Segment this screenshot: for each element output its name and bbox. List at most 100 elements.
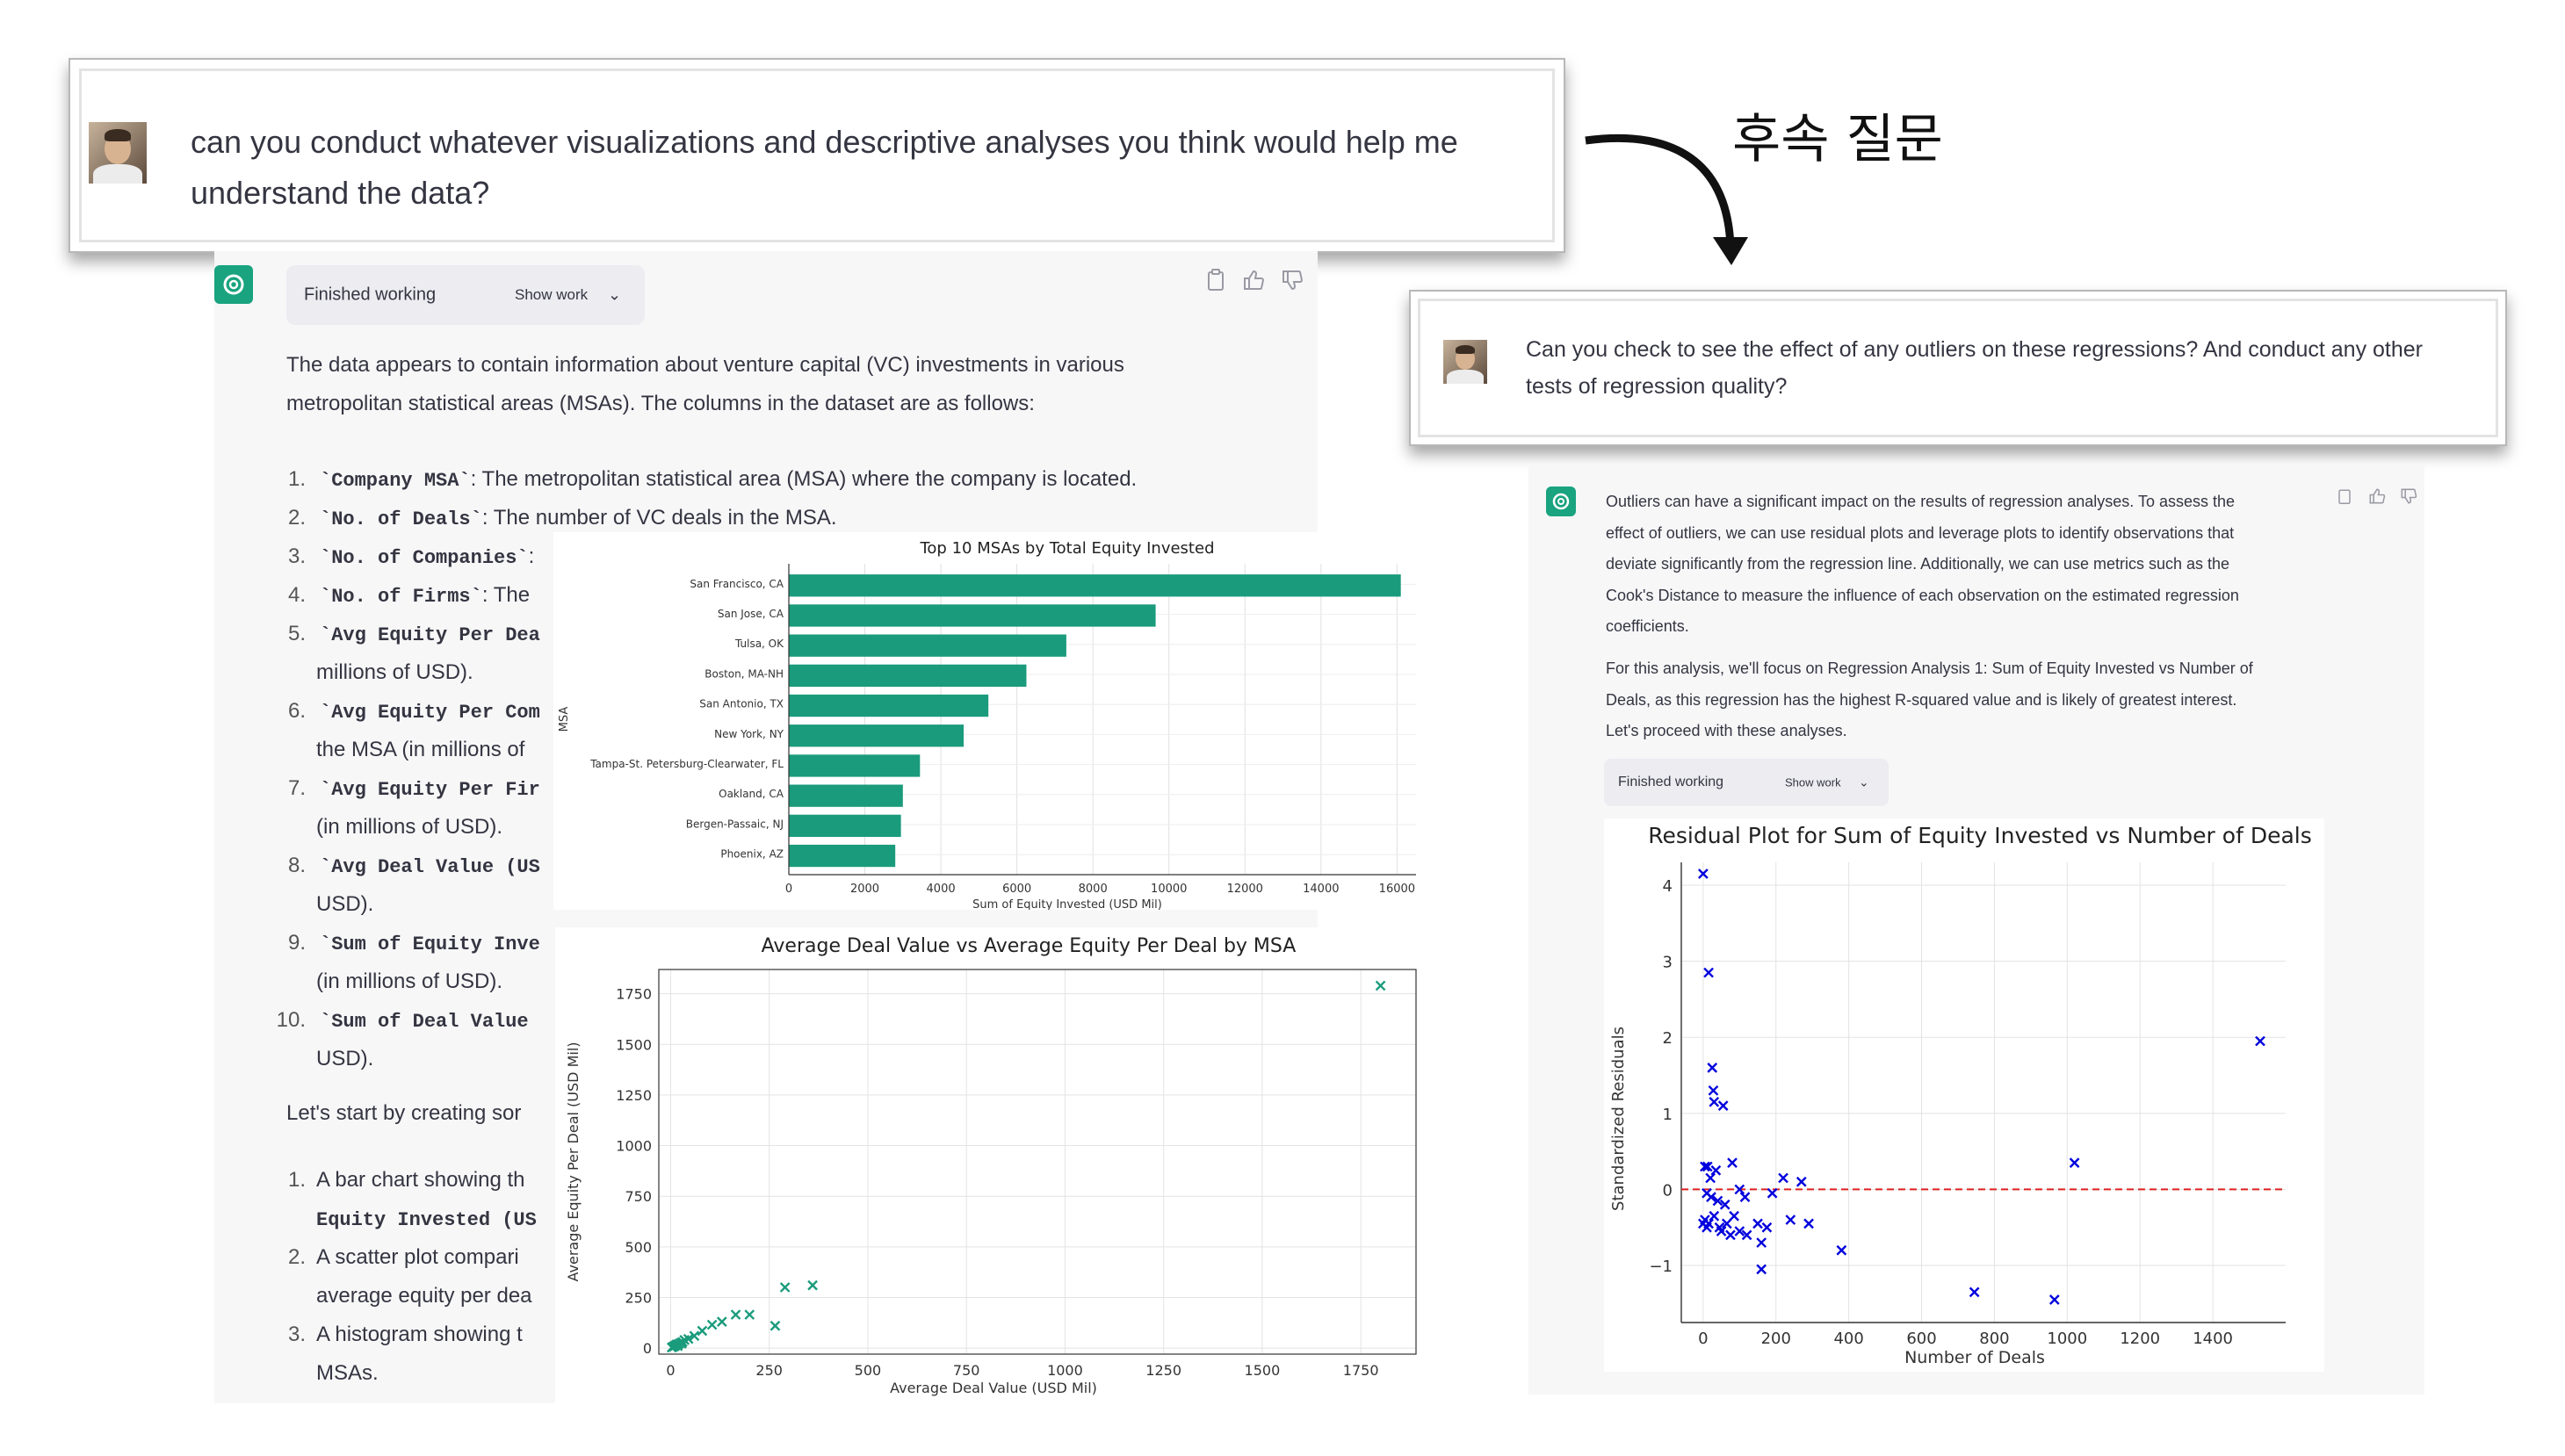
left-columns-list: 1. `Company MSA`: The metropolitan statis…	[255, 0, 1138, 1142]
bar-chart-category-label: Bergen-Passaic, NJ	[686, 818, 784, 830]
column-item-desc: : The metropolitan statistical area (MSA…	[470, 467, 1138, 491]
scatter-chart-xtick: 1000	[1047, 1362, 1083, 1379]
scatter-chart-ytick: 750	[625, 1188, 652, 1205]
residual-chart-point	[1721, 1218, 1732, 1229]
residual-chart-xtick: 200	[1761, 1330, 1791, 1348]
residual-chart-xtick: 400	[1833, 1330, 1863, 1348]
right-response-line5: coefficients.	[1606, 617, 1689, 635]
right-response2-line1: For this analysis, we'll focus on Regres…	[1606, 660, 2253, 677]
left-copy-icon[interactable]	[1205, 269, 1226, 298]
residual-chart-point	[1709, 1096, 1720, 1107]
scatter-chart-ytick: 1000	[616, 1138, 652, 1155]
bar-chart-ylabel: MSA	[558, 707, 571, 732]
plan-item-continuation: Equity Invested (US	[316, 1209, 537, 1231]
residual-chart-point	[1705, 1172, 1716, 1184]
scatter-chart-card: Average Deal Value vs Average Equity Per…	[555, 927, 1434, 1410]
residual-chart-point	[1803, 1218, 1814, 1229]
right-response2-line2: Deals, as this regression has the highes…	[1606, 690, 2237, 709]
left-user-prompt-card: can you conduct whatever visualizations …	[69, 58, 1565, 253]
residual-chart-point	[1836, 1244, 1847, 1256]
residual-chart-point	[1752, 1218, 1763, 1229]
column-item-number: 7.	[287, 776, 306, 800]
column-item-desc: : The	[481, 583, 531, 607]
left-plan-list: 1. A bar chart showing th Equity Invested …	[255, 0, 553, 1405]
bar-chart-category-label: San Antonio, TX	[699, 698, 784, 710]
column-item-continuation: (in millions of USD).	[316, 815, 503, 839]
scatter-chart-xtick: 0	[666, 1362, 675, 1379]
right-thumbs-down-icon[interactable]	[2400, 487, 2417, 511]
residual-chart-ytick: 3	[1663, 954, 1673, 972]
right-thumbs-up-icon[interactable]	[2368, 487, 2386, 511]
scatter-chart-xtick: 750	[953, 1362, 980, 1379]
left-lets-start: Let's start by creating sor	[286, 1101, 522, 1125]
column-item-code: `No. of Firms`	[320, 586, 482, 608]
right-status-bar[interactable]: Finished working Show work ⌄	[1604, 759, 1889, 806]
residual-chart-point	[1716, 1226, 1727, 1236]
scatter-chart-point	[689, 1330, 700, 1342]
left-user-prompt-line2: understand the data?	[191, 175, 490, 211]
left-status-bar[interactable]: Finished working Show work ⌄	[286, 265, 645, 325]
column-item-code: `Company MSA`	[320, 470, 471, 492]
left-thumbs-up-icon[interactable]	[1242, 269, 1265, 298]
left-user-prompt-inner: can you conduct whatever visualizations …	[79, 68, 1555, 242]
bar-chart-xtick: 12000	[1227, 883, 1263, 896]
left-chevron-down-icon[interactable]: ⌄	[608, 285, 622, 304]
column-item-code: `Avg Equity Per Fir	[320, 779, 540, 801]
bar-chart-xtick: 4000	[927, 883, 956, 896]
residual-chart-point	[1761, 1222, 1773, 1233]
scatter-chart-point	[779, 1282, 791, 1293]
left-show-work-button[interactable]: Show work	[515, 286, 589, 303]
bar-chart-category-label: San Francisco, CA	[690, 578, 784, 590]
right-copy-icon[interactable]	[2337, 487, 2352, 511]
scatter-chart-xtick: 250	[755, 1362, 783, 1379]
plan-item: A histogram showing t	[316, 1323, 523, 1346]
column-item-code: `Sum of Equity Inve	[320, 933, 540, 955]
right-chevron-down-icon[interactable]: ⌄	[1859, 775, 1869, 789]
user-avatar-right	[1443, 340, 1487, 384]
residual-chart-point	[1698, 869, 1709, 879]
bar-chart-category-label: Oakland, CA	[719, 788, 784, 800]
scatter-chart: Average Deal Value vs Average Equity Per…	[565, 935, 1417, 1396]
bar-chart: Top 10 MSAs by Total Equity Invested 0 200…	[558, 539, 1416, 910]
plan-item-number: 2.	[287, 1245, 306, 1269]
column-item: `Avg Equity Per Dea	[320, 622, 540, 646]
scatter-chart-point	[697, 1325, 708, 1337]
bar-chart-bar	[789, 814, 901, 838]
column-item: `No. of Firms`: The	[320, 583, 530, 608]
bar-chart-card: Top 10 MSAs by Total Equity Invested 0 200…	[553, 532, 1435, 910]
bar-chart-bar	[789, 784, 903, 807]
residual-chart-card: Residual Plot for Sum of Equity Invested…	[1604, 818, 2324, 1372]
scatter-chart-point	[807, 1279, 818, 1291]
column-item-number: 1.	[287, 467, 306, 491]
residual-chart-point	[1767, 1187, 1778, 1199]
right-show-work-button[interactable]: Show work	[1785, 775, 1841, 789]
user-avatar	[89, 122, 147, 184]
bar-chart-bar	[789, 724, 965, 747]
residual-chart-point	[1756, 1264, 1767, 1275]
scatter-chart-point	[770, 1320, 781, 1331]
bar-chart-xtick: 8000	[1079, 883, 1108, 896]
column-item-number: 8.	[287, 854, 306, 877]
residual-chart-point	[1756, 1237, 1767, 1248]
scatter-chart-ytick: 1500	[616, 1036, 652, 1053]
scatter-chart-ytick: 250	[625, 1289, 652, 1306]
right-response-line3: deviate significantly from the regressio…	[1606, 555, 2230, 573]
left-intro-line2: metropolitan statistical areas (MSAs). T…	[286, 392, 1035, 415]
column-item-code: `Avg Deal Value (US	[320, 856, 540, 878]
right-response-line4: Cook's Distance to measure the influence…	[1606, 586, 2239, 604]
column-item-number: 3.	[287, 544, 306, 568]
residual-chart-point	[1703, 967, 1714, 978]
scatter-chart-point	[730, 1309, 741, 1320]
left-thumbs-down-icon[interactable]	[1281, 269, 1304, 298]
bar-chart-xtick: 0	[785, 883, 792, 896]
bar-chart-bar	[789, 574, 1401, 597]
residual-chart-point	[1739, 1192, 1751, 1202]
residual-chart-ylabel: Standardized Residuals	[1609, 1027, 1628, 1211]
residual-chart-point	[1727, 1157, 1738, 1168]
bar-chart-category-label: Tampa-St. Petersburg-Clearwater, FL	[589, 758, 784, 770]
scatter-chart-point	[1375, 980, 1386, 991]
bar-chart-xtick: 16000	[1379, 883, 1415, 896]
column-item-number: 4.	[287, 583, 306, 607]
column-item: `No. of Deals`: The number of VC deals i…	[320, 506, 837, 530]
residual-chart-ytick: 0	[1663, 1181, 1673, 1200]
